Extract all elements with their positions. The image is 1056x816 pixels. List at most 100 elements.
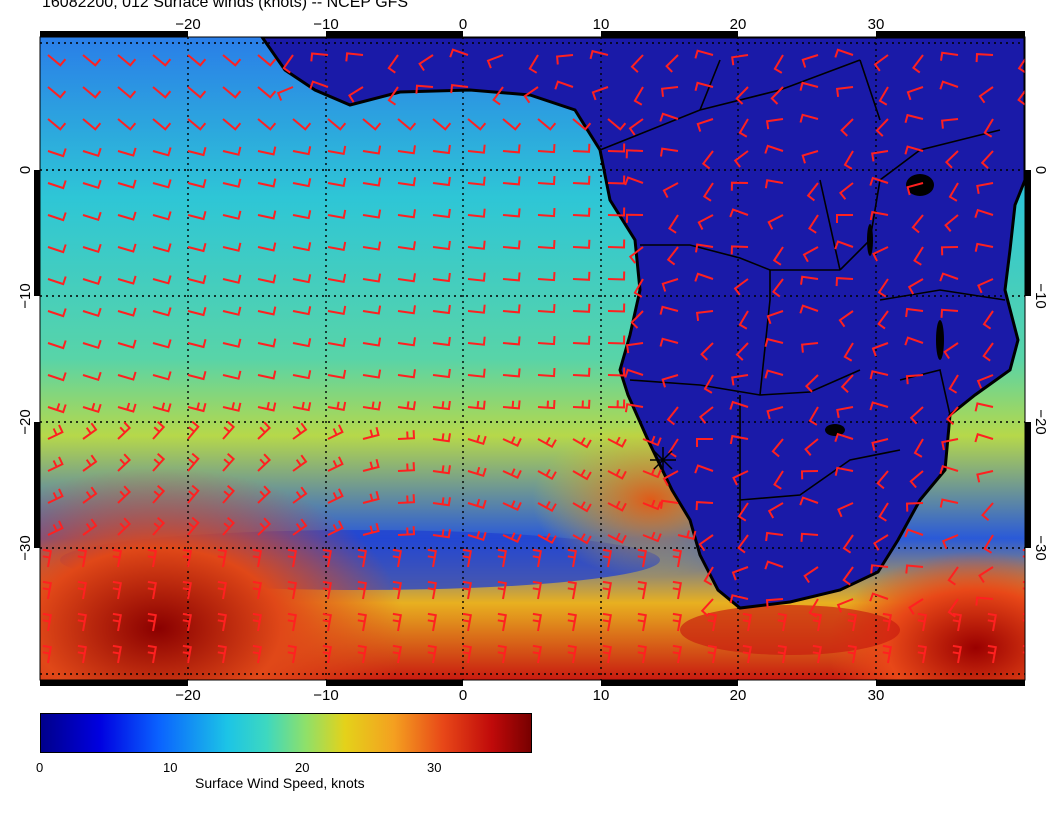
wind-barb-icon (834, 432, 854, 443)
colorbar (40, 713, 532, 753)
wind-barb-icon (222, 516, 236, 536)
wind-barb-icon (730, 245, 749, 255)
wind-barb-icon (502, 468, 522, 480)
wind-barb-icon (624, 403, 644, 413)
wind-barb-icon (976, 182, 994, 194)
wind-barb-icon (642, 467, 662, 479)
wind-barb-icon (630, 54, 644, 73)
wind-barb-icon (975, 596, 994, 606)
wind-barb-icon (257, 118, 277, 131)
wind-barb-icon (703, 566, 714, 586)
wind-barb-icon (257, 306, 277, 316)
wind-barb-icon (222, 370, 242, 380)
wind-barb-icon (537, 336, 556, 346)
wind-barb-icon (152, 211, 172, 221)
wind-barb-icon (327, 241, 347, 251)
wind-barb-icon (668, 438, 679, 458)
wind-barb-icon (397, 462, 416, 472)
wind-barb-icon (462, 612, 472, 632)
wind-barb-icon (467, 118, 487, 131)
agulhas-wind (680, 605, 900, 655)
wind-barb-icon (764, 144, 784, 154)
wind-barb-icon (392, 644, 402, 664)
wind-barb-icon (943, 342, 959, 360)
wind-barb-icon (152, 307, 172, 317)
wind-barb-icon (947, 598, 959, 618)
wind-barb-icon (187, 210, 207, 221)
wind-barb-icon (292, 401, 312, 412)
wind-barb-icon (591, 86, 609, 101)
wind-barb-icon (572, 469, 592, 481)
wind-barb-icon (502, 500, 522, 512)
wind-barb-icon (978, 566, 994, 583)
wind-barb-icon (147, 644, 157, 664)
wind-barb-icon (47, 86, 67, 99)
wind-barb-icon (947, 566, 959, 586)
wind-barb-icon (222, 484, 236, 504)
wind-barb-icon (607, 367, 626, 377)
wind-barb-icon (707, 612, 717, 632)
wind-barb-icon (940, 246, 959, 256)
wind-barb-icon (257, 338, 277, 348)
wind-barb-icon (187, 516, 200, 536)
wind-barb-icon (607, 175, 626, 185)
wind-barb-icon (362, 177, 382, 187)
wind-barb-icon (187, 452, 200, 472)
wind-barb-icon (869, 210, 889, 221)
wind-barb-icon (625, 342, 644, 354)
wind-barb-icon (695, 243, 714, 253)
lat-tick-label-right: −20 (1032, 409, 1049, 434)
lon-tick-label-bottom: −10 (313, 687, 338, 700)
axis-frame-bottom (40, 680, 1025, 686)
wind-barb-icon (432, 497, 451, 507)
wind-barb-icon (327, 337, 347, 347)
wind-barb-icon (948, 182, 959, 202)
wind-barb-icon (980, 150, 994, 169)
wind-barb-icon (630, 310, 644, 329)
wind-barb-icon (668, 214, 679, 234)
wind-barb-icon (467, 498, 487, 510)
wind-barb-icon (572, 335, 591, 345)
wind-barb-icon (764, 337, 784, 348)
wind-barb-icon (42, 644, 52, 664)
wind-barb-icon (735, 86, 749, 105)
wind-barb-icon (292, 338, 312, 348)
wind-barb-icon (432, 529, 451, 539)
wind-barb-icon (117, 421, 132, 440)
wind-barb-icon (633, 278, 644, 298)
wind-barb-icon (742, 644, 752, 664)
wind-barb-icon (217, 580, 227, 600)
wind-barb-icon (82, 275, 102, 286)
wind-barb-icon (537, 437, 557, 449)
wind-barb-icon (738, 118, 749, 138)
wind-barb-icon (939, 80, 959, 90)
wind-barb-icon (187, 178, 207, 189)
wind-barb-icon (847, 644, 857, 664)
wind-barb-icon (665, 54, 679, 73)
wind-barb-icon (47, 340, 67, 350)
wind-barb-icon (187, 242, 207, 253)
wind-barb-icon (397, 177, 416, 187)
wind-barb-icon (287, 644, 297, 664)
axis-frame-right (1025, 170, 1031, 548)
wind-barb-icon (47, 372, 67, 382)
wind-barb-icon (222, 86, 242, 99)
wind-barb-icon (47, 424, 64, 440)
wind-barb-icon (537, 208, 556, 218)
wind-barb-icon (362, 305, 382, 315)
wind-barb-icon (357, 548, 367, 568)
wind-barb-icon (117, 118, 137, 131)
wind-barb-icon (873, 54, 889, 72)
wind-barb-icon (502, 208, 521, 218)
wind-barb-icon (152, 86, 172, 99)
wind-barb-icon (152, 484, 166, 504)
wind-barb-icon (981, 502, 994, 522)
wind-barb-icon (397, 273, 416, 283)
wind-barb-icon (432, 240, 451, 251)
wind-barb-icon (732, 470, 749, 486)
wind-barb-icon (976, 470, 994, 483)
wind-barb-icon (537, 533, 557, 545)
wind-barb-icon (909, 470, 924, 489)
wind-barb-icon (418, 54, 434, 72)
wind-barb-icon (257, 146, 277, 156)
